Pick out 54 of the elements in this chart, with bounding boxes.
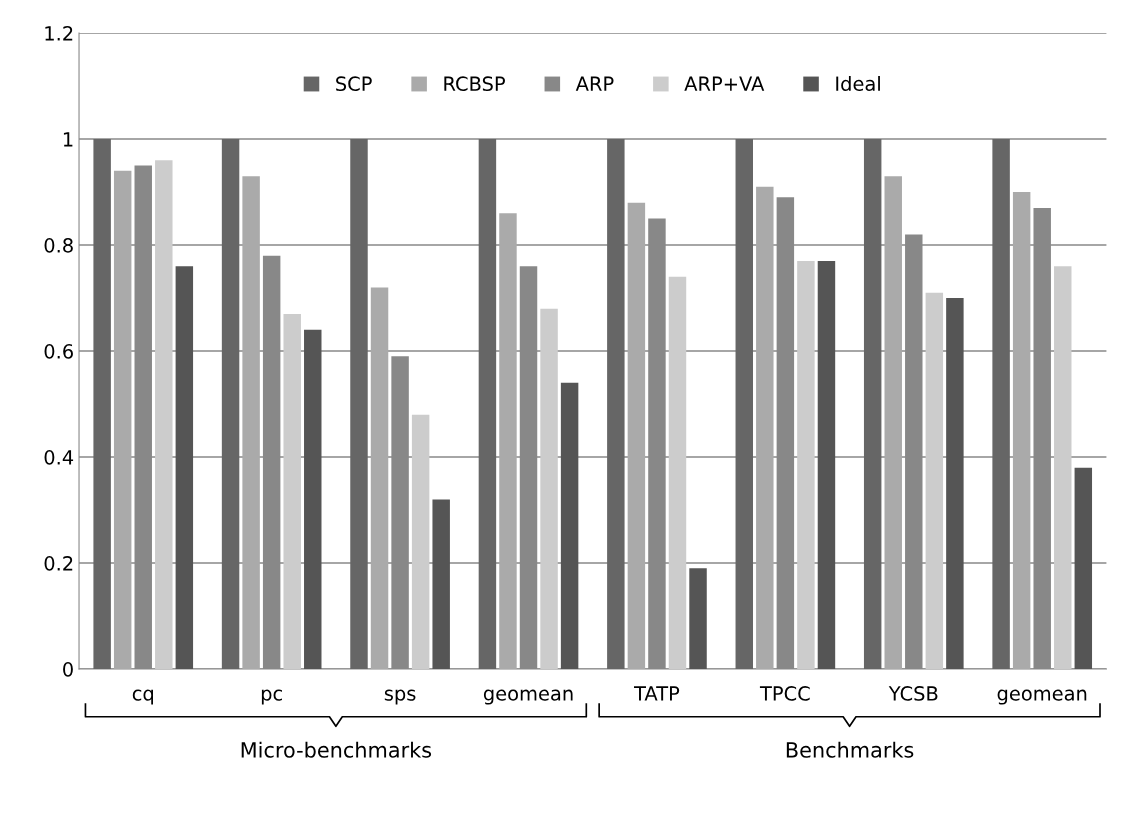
text: Benchmarks xyxy=(786,741,914,758)
x-tick-label: sps xyxy=(384,689,416,705)
bar xyxy=(411,414,430,670)
x-tick-label: YCSB xyxy=(888,686,938,701)
bar xyxy=(432,499,450,670)
legend-label: ARP xyxy=(575,76,614,91)
bar xyxy=(1054,266,1072,670)
bar xyxy=(863,139,882,670)
legend-label: RCBSP xyxy=(444,76,505,92)
x-tick-label: geomean xyxy=(483,689,573,705)
bar xyxy=(93,139,111,670)
bar xyxy=(1074,467,1093,670)
x-tick-label: geomean xyxy=(997,689,1087,705)
bar xyxy=(627,202,646,670)
legend-label: ARP+VA xyxy=(684,76,765,91)
legend-label: SCP xyxy=(336,76,372,92)
bar xyxy=(242,176,260,670)
bar xyxy=(283,313,301,670)
y-tick-label: 1 xyxy=(63,132,73,147)
bar xyxy=(350,139,368,670)
bar xyxy=(817,260,836,670)
bar xyxy=(946,298,964,670)
x-tick-label: pc xyxy=(261,689,282,705)
bar xyxy=(221,139,240,670)
bar xyxy=(370,287,389,670)
bar xyxy=(304,329,322,670)
text: Micro-benchmarks xyxy=(241,741,432,758)
bar xyxy=(478,139,497,670)
bar xyxy=(884,176,902,670)
bar xyxy=(735,139,753,670)
x-tick-label: TPCC xyxy=(759,686,810,701)
bar xyxy=(797,260,815,670)
bar xyxy=(175,266,194,670)
bar xyxy=(499,213,517,670)
x-tick-label: TATP xyxy=(634,686,680,701)
y-tick-label: 0.6 xyxy=(44,344,73,359)
bar xyxy=(689,568,707,670)
bar xyxy=(1012,192,1031,670)
bar xyxy=(155,160,173,670)
bar xyxy=(560,382,579,670)
bar xyxy=(756,186,774,670)
bar xyxy=(607,139,625,670)
y-tick-label: 1.2 xyxy=(45,26,73,41)
bar xyxy=(992,139,1010,670)
bar xyxy=(113,170,132,670)
y-tick-label: 0.2 xyxy=(44,556,73,571)
legend-label: Ideal xyxy=(836,75,880,92)
bar xyxy=(668,276,687,670)
y-tick-label: 0.8 xyxy=(44,238,73,253)
bar xyxy=(540,308,558,670)
y-tick-label: 0.4 xyxy=(44,450,74,465)
bar xyxy=(925,292,944,670)
x-tick-label: cq xyxy=(132,689,153,705)
y-tick-label: 0 xyxy=(63,662,73,677)
